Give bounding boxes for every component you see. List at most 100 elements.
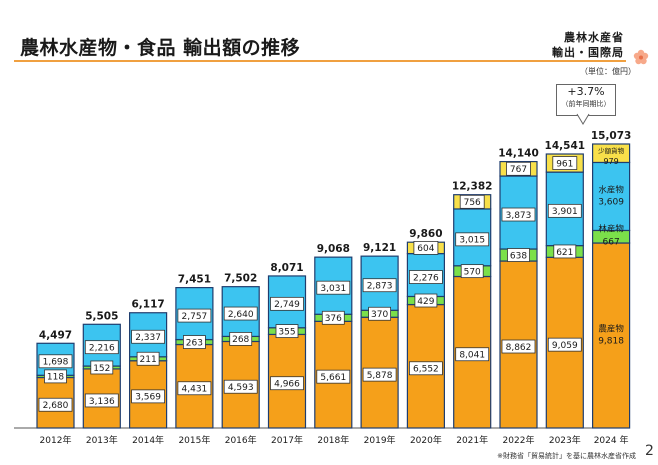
- value-label-forest-1: 152: [93, 364, 110, 374]
- growth-callout: +3.7% （前年同期比）: [556, 84, 616, 116]
- value-label-forest-3-box: [182, 335, 206, 349]
- value-label-fish-3: 2,757: [182, 312, 208, 322]
- value-label-fish-4: 2,640: [228, 310, 254, 320]
- value-label-fish-8-box: [408, 270, 443, 284]
- value-label-agri-8-box: [408, 361, 443, 376]
- growth-rate-caption: （前年同期比）: [561, 100, 611, 108]
- value-label-small-9: 756: [464, 198, 481, 208]
- legend-label-small: 少額貨物: [598, 146, 625, 155]
- value-label-forest-9: 570: [464, 267, 481, 277]
- value-label-forest-5: 355: [278, 327, 295, 337]
- page-number: 2: [645, 443, 654, 459]
- value-label-forest-5-box: [275, 324, 299, 338]
- value-label-forest-9-box: [460, 264, 484, 279]
- value-label-agri-12: 9,818: [598, 337, 624, 347]
- total-label-11: 14,541: [545, 140, 586, 152]
- value-label-agri-7: 5,878: [367, 371, 393, 381]
- value-label-forest-4: 268: [232, 335, 249, 345]
- value-label-forest-8-box: [414, 293, 438, 308]
- x-tick-label-6: 2018年: [317, 434, 349, 446]
- total-label-0: 4,497: [39, 329, 72, 341]
- x-tick-label-7: 2019年: [364, 434, 396, 446]
- value-label-small-12: 979: [603, 157, 618, 166]
- value-label-agri-2-box: [131, 389, 166, 404]
- legend-label-forest: 林産物: [598, 224, 624, 235]
- value-label-forest-11-box: [553, 244, 577, 259]
- value-label-small-8: 604: [417, 244, 434, 254]
- value-label-fish-4-box: [223, 306, 258, 321]
- org-line-1: 農林水産省: [564, 31, 624, 44]
- value-label-forest-7-box: [368, 306, 392, 321]
- value-label-forest-10-box: [507, 248, 530, 262]
- value-label-agri-10: 8,862: [506, 343, 532, 353]
- flower-logo-icon: [633, 49, 649, 65]
- x-tick-label-12: 2024 年: [594, 434, 629, 446]
- page-title: 農林水産物・食品 輸出額の推移: [20, 37, 301, 59]
- value-label-fish-5-box: [270, 296, 304, 311]
- value-label-forest-2-box: [136, 351, 160, 366]
- value-label-forest-2: 211: [140, 355, 157, 365]
- value-label-fish-11: 3,901: [552, 207, 578, 217]
- growth-rate: +3.7%: [567, 85, 605, 98]
- x-tick-label-4: 2016年: [225, 434, 257, 446]
- total-label-7: 9,121: [363, 242, 396, 254]
- bar-農産物-12: [591, 242, 631, 429]
- value-label-fish-9-box: [455, 232, 490, 247]
- value-label-agri-9: 8,041: [459, 351, 485, 361]
- value-label-agri-1: 3,136: [89, 397, 115, 407]
- org-line-2: 輸出・国際局: [552, 46, 624, 59]
- value-label-fish-6-box: [316, 280, 351, 295]
- value-label-agri-5: 4,966: [274, 380, 300, 390]
- total-label-4: 7,502: [224, 273, 257, 285]
- value-label-fish-8: 2,276: [413, 273, 439, 283]
- value-label-agri-7-box: [362, 367, 397, 382]
- x-tick-label-1: 2013年: [86, 434, 118, 446]
- value-label-agri-0-box: [38, 397, 73, 412]
- value-label-fish-6: 3,031: [320, 284, 346, 294]
- x-tick-label-0: 2012年: [40, 434, 72, 446]
- x-tick-label-11: 2023年: [549, 434, 581, 446]
- total-label-10: 14,140: [498, 148, 539, 160]
- value-label-agri-3-box: [177, 381, 212, 396]
- value-label-fish-9: 3,015: [459, 236, 485, 246]
- value-label-agri-0: 2,680: [43, 401, 69, 411]
- value-label-fish-1: 2,216: [89, 343, 115, 353]
- value-label-fish-7-box: [362, 278, 397, 293]
- value-label-forest-0-box: [44, 369, 67, 384]
- bar-水産物-12: [591, 161, 631, 232]
- total-label-9: 12,382: [452, 181, 493, 193]
- value-label-small-11: 961: [556, 159, 573, 169]
- value-label-forest-10: 638: [510, 251, 527, 261]
- title-underline: [14, 60, 626, 62]
- legend-label-agri: 農産物: [598, 324, 624, 335]
- bar-少額貨物-12: [591, 143, 631, 164]
- unit-note: （単位：億円）: [580, 67, 636, 76]
- value-label-forest-12: 667: [603, 238, 620, 248]
- value-label-forest-6: 376: [325, 314, 342, 324]
- x-tick-label-5: 2017年: [271, 434, 303, 446]
- value-label-agri-1-box: [84, 393, 119, 408]
- value-label-fish-10: 3,873: [506, 211, 532, 221]
- x-tick-label-9: 2021年: [456, 434, 488, 446]
- value-label-fish-0-box: [38, 354, 73, 369]
- value-label-fish-7: 2,873: [367, 282, 393, 292]
- total-label-3: 7,451: [178, 274, 211, 286]
- callout-pointer: [576, 113, 590, 125]
- value-label-forest-3: 263: [186, 338, 203, 348]
- value-label-forest-6-box: [321, 310, 345, 325]
- total-label-1: 5,505: [85, 310, 118, 322]
- value-label-agri-9-box: [455, 347, 490, 362]
- value-label-forest-7: 370: [371, 310, 388, 320]
- source-note: ※財務省「貿易統計」を基に農林水産省作成: [497, 452, 636, 460]
- value-label-forest-1-box: [90, 360, 114, 375]
- x-tick-label-3: 2015年: [178, 434, 210, 446]
- value-label-fish-1-box: [84, 340, 119, 355]
- value-label-fish-12: 3,609: [598, 197, 624, 207]
- x-tick-label-10: 2022年: [503, 434, 535, 446]
- value-label-agri-4: 4,593: [228, 383, 254, 393]
- total-label-5: 8,071: [270, 262, 303, 274]
- value-label-agri-3: 4,431: [182, 385, 208, 395]
- value-label-fish-2-box: [131, 329, 166, 344]
- value-label-agri-6-box: [316, 369, 351, 384]
- value-label-agri-10-box: [501, 339, 536, 354]
